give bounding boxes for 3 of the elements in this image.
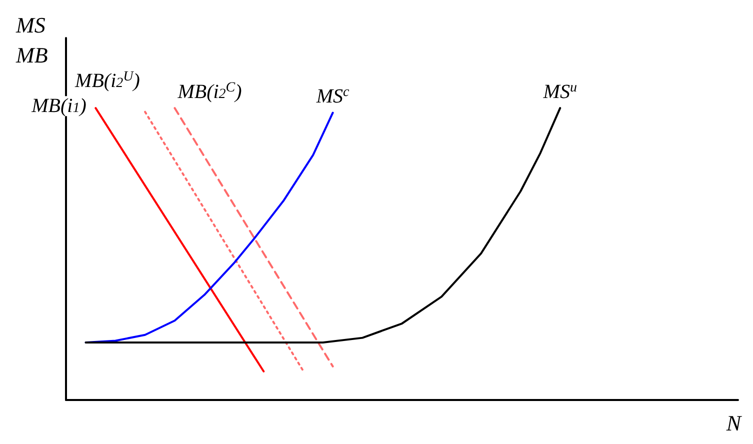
series-label: MB(i1) <box>30 95 87 118</box>
y-axis-title: MS MB <box>15 12 48 68</box>
x-axis-title: N <box>725 410 742 436</box>
